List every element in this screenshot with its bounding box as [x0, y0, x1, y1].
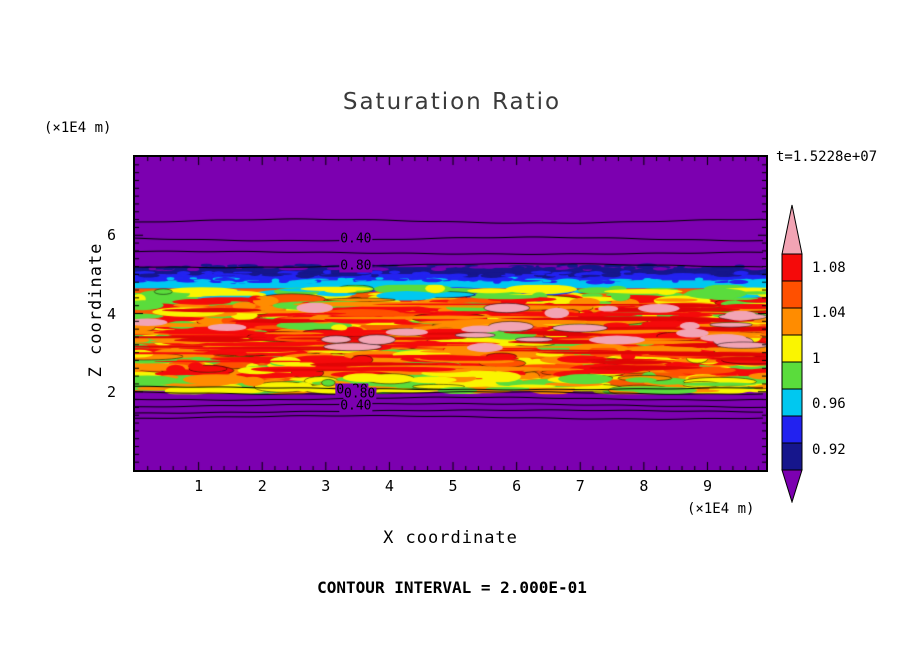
colorbar-segment: [781, 280, 803, 309]
colorbar-segment: [781, 253, 803, 282]
colorbar-tick-label: 0.96: [812, 396, 846, 413]
x-tick-label: 9: [702, 477, 712, 495]
chart-title: Saturation Ratio: [342, 89, 562, 115]
x-axis-units-label: (×1E4 m): [687, 501, 755, 517]
colorbar-segment: [781, 388, 803, 417]
colorbar-above-range-arrow: [781, 204, 803, 255]
y-tick-label: 4: [106, 304, 116, 323]
colorbar-tick-label: 1: [812, 350, 821, 367]
colorbar-segment: [781, 415, 803, 444]
colorbar-svg: [781, 204, 803, 504]
x-tick-label: 8: [639, 477, 649, 495]
colorbar-tick-label: 1.04: [812, 305, 846, 322]
contour-line-label: 0.40: [339, 231, 373, 247]
x-tick-label: 6: [512, 477, 522, 495]
colorbar-segment: [781, 442, 803, 471]
colorbar-below-range-arrow: [781, 469, 803, 504]
x-tick-label: 4: [384, 477, 394, 495]
y-tick-label: 2: [106, 382, 116, 401]
colorbar-segment: [781, 307, 803, 336]
y-axis-units-label: (×1E4 m): [44, 120, 112, 136]
x-axis-title: X coordinate: [383, 528, 518, 548]
contour-line-label: 0.80: [342, 386, 377, 402]
colorbar: [781, 204, 803, 504]
x-tick-label: 5: [448, 477, 458, 495]
colorbar-tick-label: 0.92: [812, 441, 846, 458]
x-tick-label: 2: [257, 477, 267, 495]
colorbar-tick-label: 1.08: [812, 260, 846, 277]
colorbar-segment: [781, 334, 803, 363]
contour-interval-note: CONTOUR INTERVAL = 2.000E-01: [317, 578, 587, 597]
colorbar-segment: [781, 361, 803, 390]
x-tick-label: 7: [575, 477, 585, 495]
x-tick-label: 1: [194, 477, 204, 495]
x-tick-label: 3: [321, 477, 331, 495]
time-annotation: t=1.5228e+07: [776, 149, 878, 165]
contour-line-label: 0.40: [339, 398, 373, 414]
y-tick-label: 6: [106, 226, 116, 245]
contour-line-label: 0.80: [339, 258, 373, 274]
contour-field-canvas: [135, 157, 766, 470]
plot-area: [133, 155, 768, 472]
